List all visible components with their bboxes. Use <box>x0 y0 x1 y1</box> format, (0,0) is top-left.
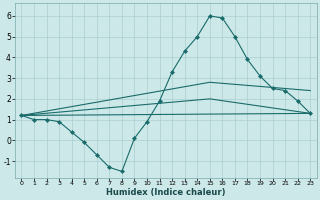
X-axis label: Humidex (Indice chaleur): Humidex (Indice chaleur) <box>106 188 226 197</box>
